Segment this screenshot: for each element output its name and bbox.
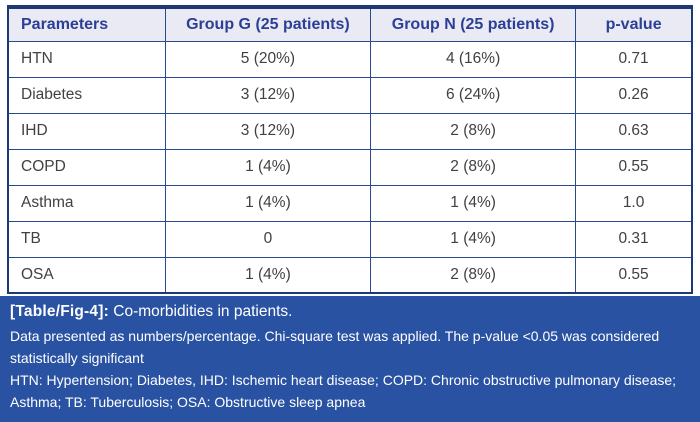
parameter-cell: TB bbox=[7, 220, 166, 258]
value-cell: 2 (8%) bbox=[369, 112, 577, 150]
value-cell: 1 (4%) bbox=[164, 184, 372, 222]
value-cell: 0.63 bbox=[575, 112, 693, 150]
parameter-cell: Asthma bbox=[7, 184, 166, 222]
value-cell: 4 (16%) bbox=[369, 40, 577, 78]
caption-note: Data presented as numbers/percentage. Ch… bbox=[10, 328, 660, 366]
column-header-parameters: Parameters bbox=[7, 6, 166, 42]
value-cell: 0.26 bbox=[575, 76, 693, 114]
value-cell: 0.31 bbox=[575, 220, 693, 258]
caption-title-text: Co-morbidities in patients. bbox=[113, 303, 293, 320]
parameter-cell: IHD bbox=[7, 112, 166, 150]
value-cell: 6 (24%) bbox=[369, 76, 577, 114]
parameter-cell: HTN bbox=[7, 40, 166, 78]
table-row: IHD 3 (12%) 2 (8%) 0.63 bbox=[7, 112, 693, 150]
parameter-cell: OSA bbox=[7, 256, 166, 294]
table-row: COPD 1 (4%) 2 (8%) 0.55 bbox=[7, 148, 693, 186]
comorbidities-table: Parameters Group G (25 patients) Group N (… bbox=[7, 5, 693, 294]
table-row: HTN 5 (20%) 4 (16%) 0.71 bbox=[7, 40, 693, 78]
caption-title: [Table/Fig-4]: Co-morbidities in patient… bbox=[10, 303, 690, 321]
value-cell: 0.71 bbox=[575, 40, 693, 78]
value-cell: 1.0 bbox=[575, 184, 693, 222]
value-cell: 2 (8%) bbox=[369, 148, 577, 186]
value-cell: 5 (20%) bbox=[164, 40, 372, 78]
caption-abbreviations: HTN: Hypertension; Diabetes, IHD: Ischem… bbox=[10, 372, 677, 411]
value-cell: 1 (4%) bbox=[369, 220, 577, 258]
value-cell: 1 (4%) bbox=[164, 256, 372, 294]
value-cell: 3 (12%) bbox=[164, 76, 372, 114]
caption-label: [Table/Fig-4]: bbox=[10, 303, 109, 320]
table-row: Diabetes 3 (12%) 6 (24%) 0.26 bbox=[7, 76, 693, 114]
value-cell: 2 (8%) bbox=[369, 256, 577, 294]
value-cell: 0.55 bbox=[575, 148, 693, 186]
table-row: OSA 1 (4%) 2 (8%) 0.55 bbox=[7, 256, 693, 294]
figure-caption: [Table/Fig-4]: Co-morbidities in patient… bbox=[0, 296, 700, 422]
value-cell: 3 (12%) bbox=[164, 112, 372, 150]
parameter-cell: COPD bbox=[7, 148, 166, 186]
table-row: TB 0 1 (4%) 0.31 bbox=[7, 220, 693, 258]
header-row: Parameters Group G (25 patients) Group N (… bbox=[7, 6, 693, 42]
value-cell: 0 bbox=[164, 220, 372, 258]
column-header-group-n-25-patients: Group N (25 patients) bbox=[369, 6, 577, 42]
value-cell: 1 (4%) bbox=[164, 148, 372, 186]
parameter-cell: Diabetes bbox=[7, 76, 166, 114]
table-body: HTN 5 (20%) 4 (16%) 0.71 Diabetes 3 (12%) 6 (2… bbox=[7, 40, 693, 294]
column-header-group-g-25-patients: Group G (25 patients) bbox=[164, 6, 372, 42]
value-cell: 1 (4%) bbox=[369, 184, 577, 222]
column-header-p-value: p-value bbox=[575, 6, 693, 42]
table-row: Asthma 1 (4%) 1 (4%) 1.0 bbox=[7, 184, 693, 222]
value-cell: 0.55 bbox=[575, 256, 693, 294]
